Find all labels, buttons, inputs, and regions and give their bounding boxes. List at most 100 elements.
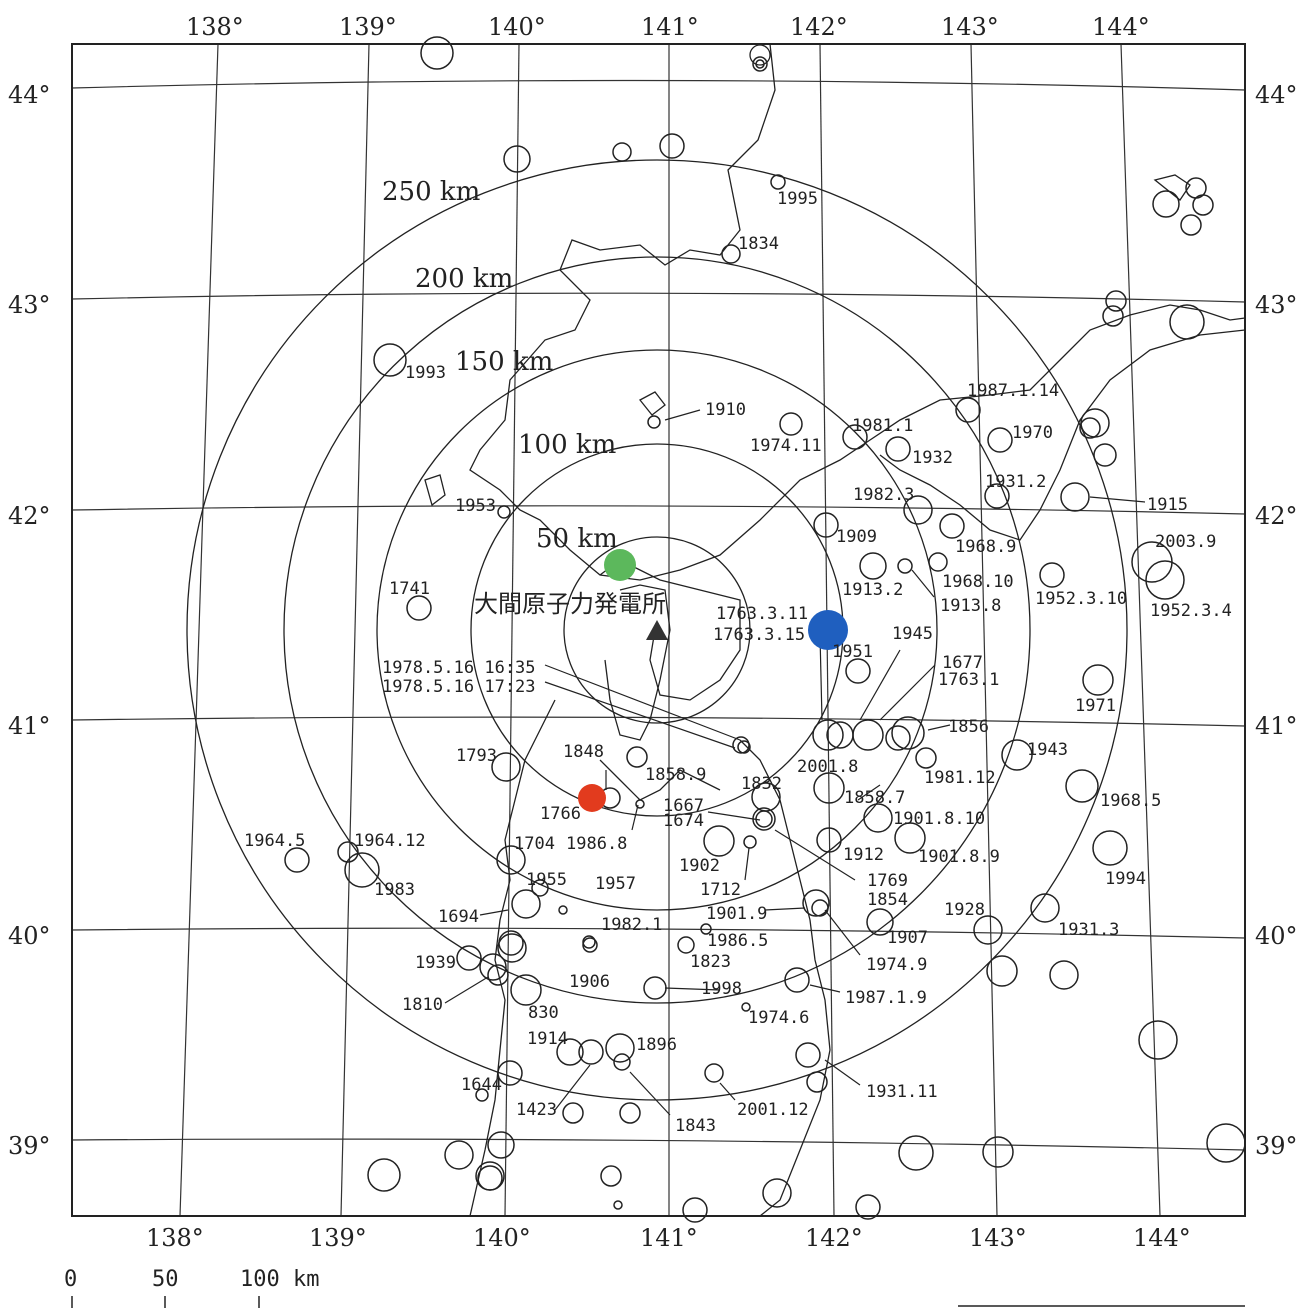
epicenter-circle: [1049, 960, 1079, 990]
epicenter-circle: [755, 810, 773, 828]
epicenter-circle: [1180, 214, 1202, 236]
epicenter-circle: [647, 415, 661, 429]
epicenter-circle: [770, 174, 786, 190]
epicenter-circle: [406, 595, 432, 621]
green-marker: [604, 549, 636, 581]
earthquake-label: 1982.3: [853, 485, 914, 505]
lon-top-141: 141°: [641, 13, 699, 41]
epicenter-circle: [1080, 408, 1110, 438]
lon-bottom-141: 141°: [640, 1224, 698, 1252]
earthquake-label: 1971: [1075, 696, 1116, 716]
highlight-markers: [578, 549, 848, 812]
epicenter-circle: [743, 835, 757, 849]
epicenter-circle: [487, 1131, 515, 1159]
earthquake-label: 1998: [701, 979, 742, 999]
epicenter-circle: [863, 803, 893, 833]
epicenter-circle: [982, 1136, 1014, 1168]
epicenter-circle: [503, 145, 531, 173]
epicenter-circle: [659, 133, 685, 159]
earthquake-label: 1995: [777, 189, 818, 209]
earthquake-label: 1987.1.14: [967, 381, 1059, 401]
epicenter-circle: [1152, 190, 1180, 218]
epicenter-circle: [897, 558, 913, 574]
lat-right-43: 43°: [1255, 291, 1298, 319]
epicenter-circle: [497, 505, 511, 519]
hokkaido-east-coast: [879, 329, 1246, 541]
epicenter-circle: [903, 495, 933, 525]
epicenter-circle: [700, 923, 712, 935]
earthquake-label: 1953: [455, 496, 496, 516]
earthquake-label: 1981.1: [852, 416, 913, 436]
earthquake-label: 1986.5: [707, 931, 768, 951]
ring-label-200km: 200 km: [415, 264, 513, 294]
earthquake-label: 1854: [867, 890, 908, 910]
earthquake-label: 1957: [595, 874, 636, 894]
epicenter-circle: [703, 825, 735, 857]
epicenter-circle: [898, 1135, 934, 1171]
site-label: 大間原子力発電所: [474, 590, 666, 618]
epicenter-circle: [845, 658, 871, 684]
earthquake-label: 1968.10: [942, 572, 1014, 592]
earthquake-label: 1913.8: [940, 596, 1001, 616]
earthquake-label: 1932: [912, 448, 953, 468]
ring-label-50km: 50 km: [536, 524, 618, 554]
epicenter-circle: [741, 1002, 751, 1012]
epicenter-circle: [721, 244, 741, 264]
epicenter-circle: [682, 1197, 708, 1223]
lat-left-39: 39°: [8, 1132, 51, 1160]
epicenter-circle: [578, 1039, 604, 1065]
epicenter-circle: [619, 1102, 641, 1124]
earthquake-label: 1763.1: [938, 670, 999, 690]
earthquake-label: 1952.3.10: [1035, 589, 1127, 609]
epicenter-circle: [859, 552, 887, 580]
earthquake-label: 1986.8: [566, 834, 627, 854]
lat-left-40: 40°: [8, 922, 51, 950]
earthquake-label: 1906: [569, 972, 610, 992]
kurile-islands: [1153, 174, 1191, 201]
scale-label-100km: 100 km: [240, 1267, 319, 1292]
mutsu-bay: [599, 759, 721, 801]
blue-marker: [808, 610, 848, 650]
epicenter-circle: [511, 889, 541, 919]
earthquake-label: 1974.11: [750, 436, 822, 456]
lat-right-41: 41°: [1255, 712, 1298, 740]
ring-150km: [376, 349, 938, 911]
longitude-labels-bottom: 138° 139° 140° 141° 142° 143° 144°: [146, 1224, 1191, 1252]
epicenter-circle: [1192, 194, 1214, 216]
epicenter-circle: [802, 889, 830, 917]
epicenter-circle: [928, 552, 948, 572]
honshu-west-coast: [469, 699, 556, 1217]
earthquake-label: 1763.3.15: [713, 625, 805, 645]
earthquake-label: 1423: [516, 1100, 557, 1120]
earthquake-label: 1952.3.4: [1150, 601, 1232, 621]
epicenter-circle: [613, 1200, 623, 1210]
shimokita-peninsula: [604, 584, 671, 741]
epicenter-circle: [915, 747, 937, 769]
epicenter-circle: [704, 1063, 724, 1083]
epicenter-circle: [600, 1165, 622, 1187]
ring-label-250km: 250 km: [382, 177, 480, 207]
epicenter-circle: [885, 725, 911, 751]
earthquake-label: 2001.12: [737, 1100, 809, 1120]
epicenter-circle: [456, 945, 482, 971]
hokkaido-coastline: [469, 43, 1246, 581]
scale-label-0: 0: [64, 1267, 77, 1292]
epicenter-circle: [475, 1088, 489, 1102]
earthquake-label: 1968.5: [1100, 791, 1161, 811]
epicenter-circle: [373, 343, 407, 377]
earthquake-label: 1931.3: [1058, 920, 1119, 940]
epicenter-circle: [806, 1071, 828, 1093]
earthquake-label: 1823: [690, 952, 731, 972]
earthquake-label: 1907: [887, 928, 928, 948]
ring-50km: [563, 536, 751, 724]
epicenter-circle: [367, 1158, 401, 1192]
map-frame: [71, 43, 1246, 1217]
earthquake-label: 1994: [1105, 869, 1146, 889]
lon-bottom-143: 143°: [969, 1224, 1027, 1252]
ring-labels: 50 km 100 km 150 km 200 km 250 km: [382, 177, 618, 554]
earthquake-label: 1978.5.16 17:23: [382, 677, 536, 697]
lon-top-140: 140°: [488, 13, 546, 41]
ring-200km: [283, 256, 1031, 1004]
